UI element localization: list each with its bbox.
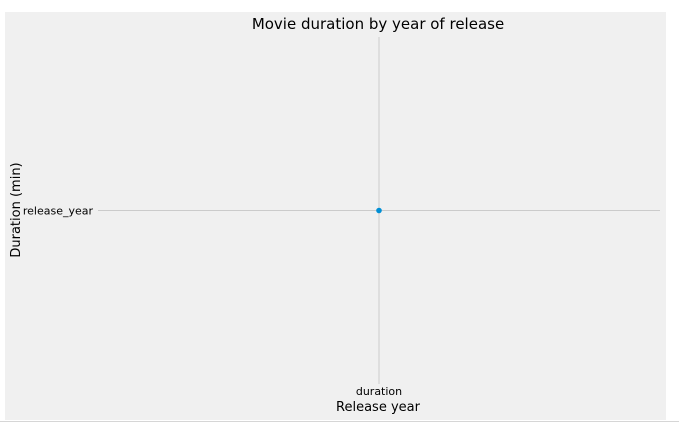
figure-margin-top: [0, 0, 679, 12]
figure-margin-left: [0, 0, 5, 431]
x-tick-label: duration: [356, 385, 402, 398]
tick-label-layer: duration release_year: [23, 205, 402, 399]
marks-layer: [376, 207, 382, 214]
figure-bottom-rule: [0, 421, 679, 422]
y-tick-label: release_year: [23, 205, 94, 218]
figure-margin-bottom: [0, 420, 679, 431]
figure-margin-right: [666, 0, 679, 431]
y-axis-label: Duration (min): [9, 162, 24, 257]
x-axis-label: Release year: [336, 400, 421, 415]
chart-title: Movie duration by year of release: [252, 15, 504, 33]
scatter-point: [376, 207, 382, 214]
